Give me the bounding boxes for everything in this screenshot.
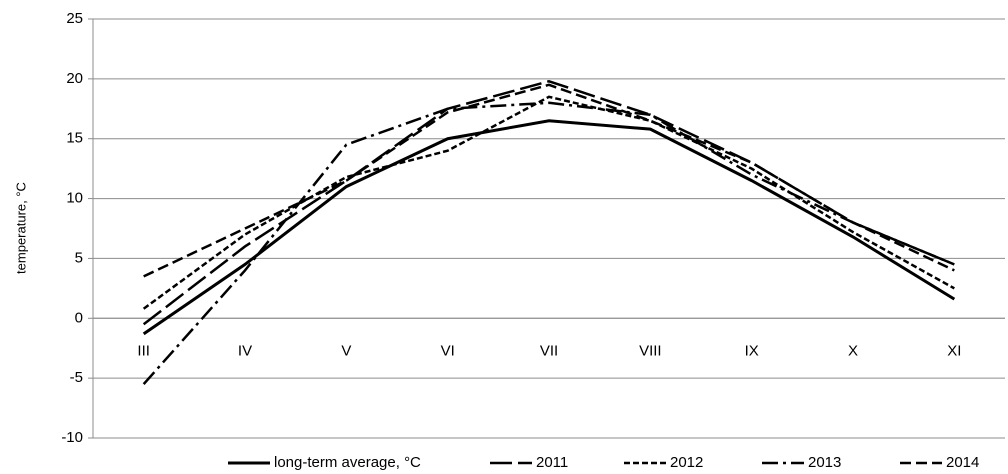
x-tick-label: V bbox=[341, 342, 351, 359]
x-tick-label: X bbox=[848, 342, 858, 359]
y-tick-label: 0 bbox=[75, 309, 83, 326]
x-tick-label: III bbox=[137, 342, 150, 359]
legend-label: 2011 bbox=[536, 454, 568, 471]
y-tick-label: 25 bbox=[66, 10, 83, 27]
x-tick-label: VI bbox=[441, 342, 455, 359]
x-tick-label: XI bbox=[947, 342, 961, 359]
series-line bbox=[143, 83, 955, 278]
series-line bbox=[142, 95, 955, 310]
legend-label: long-term average, °C bbox=[274, 454, 421, 471]
legend-label: 2012 bbox=[670, 454, 703, 471]
x-tick-label: VIII bbox=[639, 342, 662, 359]
series-line bbox=[142, 101, 955, 385]
x-tick-label: IV bbox=[238, 342, 252, 359]
y-axis-label: temperature, °C bbox=[13, 182, 28, 274]
y-tick-label: 15 bbox=[66, 130, 83, 147]
x-tick-label: IX bbox=[745, 342, 759, 359]
series-line bbox=[142, 119, 956, 336]
legend-label: 2014 bbox=[946, 454, 979, 471]
y-tick-label: -5 bbox=[70, 369, 83, 386]
y-tick-label: 20 bbox=[66, 70, 83, 87]
y-tick-label: 10 bbox=[66, 190, 83, 207]
y-tick-label: 5 bbox=[75, 249, 83, 266]
legend-label: 2013 bbox=[808, 454, 841, 471]
x-tick-label: VII bbox=[540, 342, 558, 359]
series-line bbox=[142, 79, 955, 326]
y-tick-label: -10 bbox=[61, 429, 83, 446]
